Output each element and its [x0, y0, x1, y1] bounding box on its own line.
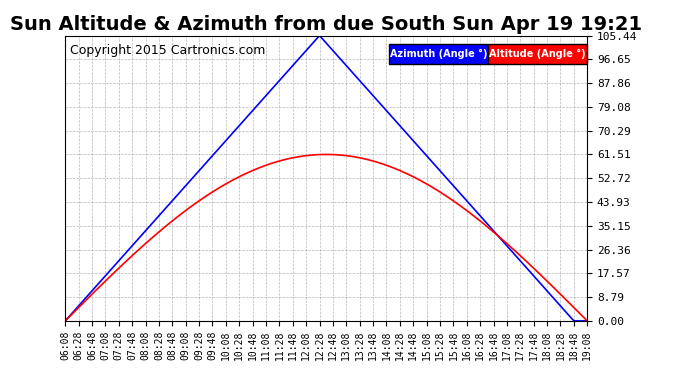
Text: Copyright 2015 Cartronics.com: Copyright 2015 Cartronics.com [70, 44, 266, 57]
FancyBboxPatch shape [389, 44, 488, 64]
Title: Sun Altitude & Azimuth from due South Sun Apr 19 19:21: Sun Altitude & Azimuth from due South Su… [10, 15, 642, 34]
Text: Azimuth (Angle °): Azimuth (Angle °) [390, 49, 487, 59]
Text: Altitude (Angle °): Altitude (Angle °) [489, 49, 586, 59]
FancyBboxPatch shape [488, 44, 587, 64]
